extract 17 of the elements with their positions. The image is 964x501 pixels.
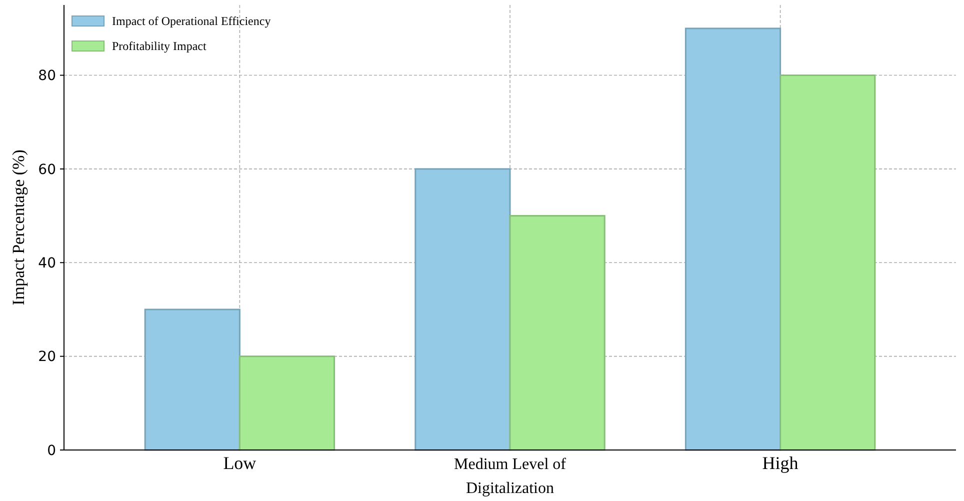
bar bbox=[684, 28, 782, 451]
x-tick-label: Low bbox=[223, 453, 256, 473]
y-tick-label: 0 bbox=[47, 442, 56, 459]
y-tick-label: 40 bbox=[38, 256, 56, 272]
bar bbox=[414, 168, 511, 451]
x-tick-label: High bbox=[762, 453, 798, 473]
y-tick-label: 80 bbox=[38, 68, 56, 84]
legend-label: Impact of Operational Efficiency bbox=[112, 14, 271, 28]
y-axis-title: Impact Percentage (%) bbox=[9, 150, 28, 306]
x-tick-label: Medium Level of Digitalization bbox=[454, 456, 567, 497]
bar bbox=[780, 74, 876, 451]
bar bbox=[509, 215, 606, 451]
y-tick-label: 20 bbox=[38, 349, 56, 366]
y-tick-label: 60 bbox=[38, 162, 56, 178]
bar bbox=[144, 308, 240, 451]
legend-label: Profitability Impact bbox=[112, 39, 207, 54]
bar bbox=[238, 356, 336, 451]
